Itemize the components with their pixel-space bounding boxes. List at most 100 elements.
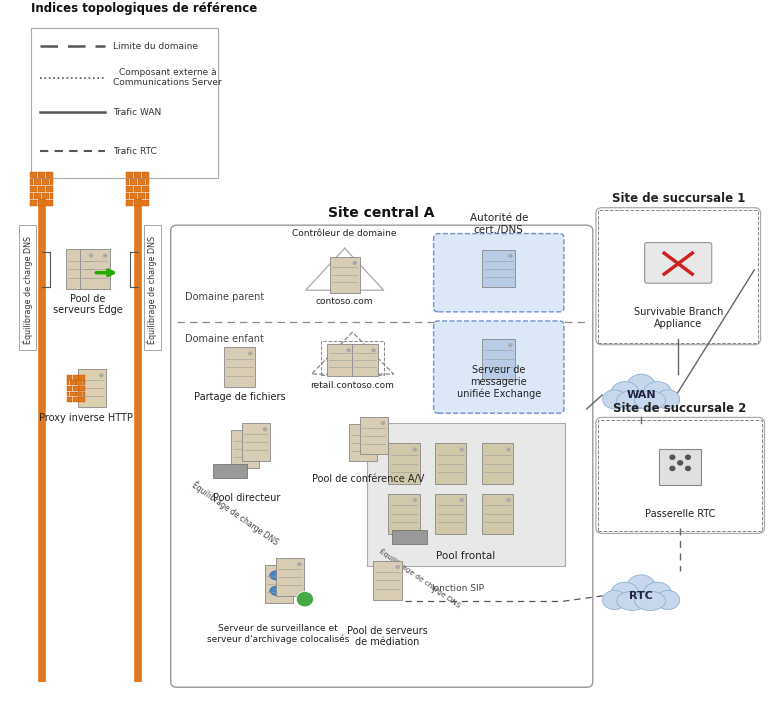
FancyBboxPatch shape: [67, 386, 72, 391]
FancyBboxPatch shape: [50, 193, 53, 199]
Circle shape: [370, 429, 373, 432]
Circle shape: [249, 352, 252, 355]
FancyBboxPatch shape: [142, 186, 149, 192]
FancyBboxPatch shape: [144, 225, 161, 350]
FancyBboxPatch shape: [73, 386, 78, 391]
FancyBboxPatch shape: [224, 347, 255, 387]
Text: Équilibrage de charge DNS: Équilibrage de charge DNS: [377, 547, 462, 609]
Text: Autorité de
cert./DNS: Autorité de cert./DNS: [470, 213, 528, 235]
Ellipse shape: [644, 382, 672, 404]
Text: Proxy inverse HTTP: Proxy inverse HTTP: [39, 412, 133, 422]
FancyBboxPatch shape: [482, 338, 515, 379]
Circle shape: [253, 435, 256, 438]
Ellipse shape: [626, 575, 656, 601]
FancyBboxPatch shape: [42, 179, 49, 186]
Circle shape: [460, 498, 464, 501]
FancyBboxPatch shape: [31, 186, 38, 192]
FancyBboxPatch shape: [242, 423, 270, 461]
FancyBboxPatch shape: [146, 179, 149, 186]
FancyBboxPatch shape: [73, 397, 78, 402]
FancyBboxPatch shape: [70, 392, 75, 397]
FancyBboxPatch shape: [142, 200, 149, 206]
Text: WAN: WAN: [626, 390, 656, 400]
Text: Site central A: Site central A: [329, 206, 435, 220]
FancyBboxPatch shape: [82, 380, 85, 385]
Ellipse shape: [634, 391, 666, 410]
FancyBboxPatch shape: [76, 380, 81, 385]
Ellipse shape: [603, 390, 626, 409]
Text: Limite du domaine: Limite du domaine: [113, 41, 198, 50]
Circle shape: [396, 566, 399, 568]
FancyBboxPatch shape: [67, 392, 69, 397]
Circle shape: [381, 422, 384, 424]
Text: Jonction SIP: Jonction SIP: [431, 584, 485, 593]
FancyBboxPatch shape: [231, 430, 259, 468]
Text: Trafic RTC: Trafic RTC: [113, 146, 157, 156]
Circle shape: [509, 343, 512, 346]
FancyBboxPatch shape: [67, 375, 72, 380]
Circle shape: [685, 466, 691, 471]
FancyBboxPatch shape: [388, 443, 420, 483]
Text: Domaine enfant: Domaine enfant: [185, 334, 264, 344]
Circle shape: [413, 448, 417, 451]
FancyBboxPatch shape: [434, 321, 564, 413]
FancyBboxPatch shape: [482, 493, 513, 534]
FancyBboxPatch shape: [134, 200, 141, 206]
Text: Survivable Branch
Appliance: Survivable Branch Appliance: [633, 307, 723, 329]
FancyBboxPatch shape: [482, 443, 513, 483]
Text: RTC: RTC: [630, 591, 653, 601]
FancyBboxPatch shape: [38, 200, 45, 206]
Ellipse shape: [611, 582, 639, 605]
Circle shape: [287, 570, 290, 572]
FancyBboxPatch shape: [134, 172, 141, 178]
FancyBboxPatch shape: [67, 397, 72, 402]
Ellipse shape: [626, 374, 656, 400]
Circle shape: [413, 498, 417, 501]
FancyBboxPatch shape: [31, 172, 38, 178]
FancyBboxPatch shape: [76, 392, 81, 397]
Text: Pool de serveurs
de médiation: Pool de serveurs de médiation: [347, 626, 428, 647]
Text: Pool directeur: Pool directeur: [214, 493, 281, 503]
Circle shape: [460, 448, 464, 451]
FancyBboxPatch shape: [46, 200, 53, 206]
FancyBboxPatch shape: [66, 250, 96, 289]
FancyBboxPatch shape: [276, 558, 304, 596]
Circle shape: [99, 374, 103, 377]
Ellipse shape: [603, 590, 626, 609]
Circle shape: [353, 262, 356, 264]
FancyBboxPatch shape: [659, 449, 702, 485]
FancyBboxPatch shape: [348, 424, 377, 461]
FancyBboxPatch shape: [373, 561, 402, 600]
FancyBboxPatch shape: [126, 179, 129, 186]
Circle shape: [296, 592, 313, 607]
Ellipse shape: [617, 391, 648, 410]
Ellipse shape: [617, 592, 648, 611]
Text: Trafic WAN: Trafic WAN: [113, 107, 161, 117]
FancyBboxPatch shape: [321, 341, 384, 375]
Ellipse shape: [270, 586, 287, 596]
Circle shape: [298, 563, 301, 566]
Text: Passerelle RTC: Passerelle RTC: [645, 510, 716, 520]
FancyBboxPatch shape: [78, 369, 106, 407]
FancyBboxPatch shape: [142, 172, 149, 178]
Text: Partage de fichiers: Partage de fichiers: [193, 392, 285, 402]
Ellipse shape: [634, 592, 666, 611]
FancyBboxPatch shape: [435, 443, 467, 483]
FancyBboxPatch shape: [42, 193, 49, 199]
FancyBboxPatch shape: [46, 186, 53, 192]
FancyBboxPatch shape: [70, 380, 75, 385]
Ellipse shape: [656, 590, 680, 609]
Circle shape: [347, 349, 350, 352]
FancyBboxPatch shape: [327, 344, 353, 376]
FancyBboxPatch shape: [130, 179, 137, 186]
FancyBboxPatch shape: [596, 208, 760, 345]
FancyBboxPatch shape: [46, 172, 53, 178]
Circle shape: [507, 498, 510, 501]
Text: Équilibrage de charge DNS: Équilibrage de charge DNS: [146, 236, 157, 344]
Ellipse shape: [644, 582, 672, 605]
Ellipse shape: [656, 390, 680, 409]
FancyBboxPatch shape: [392, 530, 427, 544]
FancyBboxPatch shape: [82, 392, 85, 397]
FancyBboxPatch shape: [134, 186, 141, 192]
FancyBboxPatch shape: [270, 575, 287, 591]
